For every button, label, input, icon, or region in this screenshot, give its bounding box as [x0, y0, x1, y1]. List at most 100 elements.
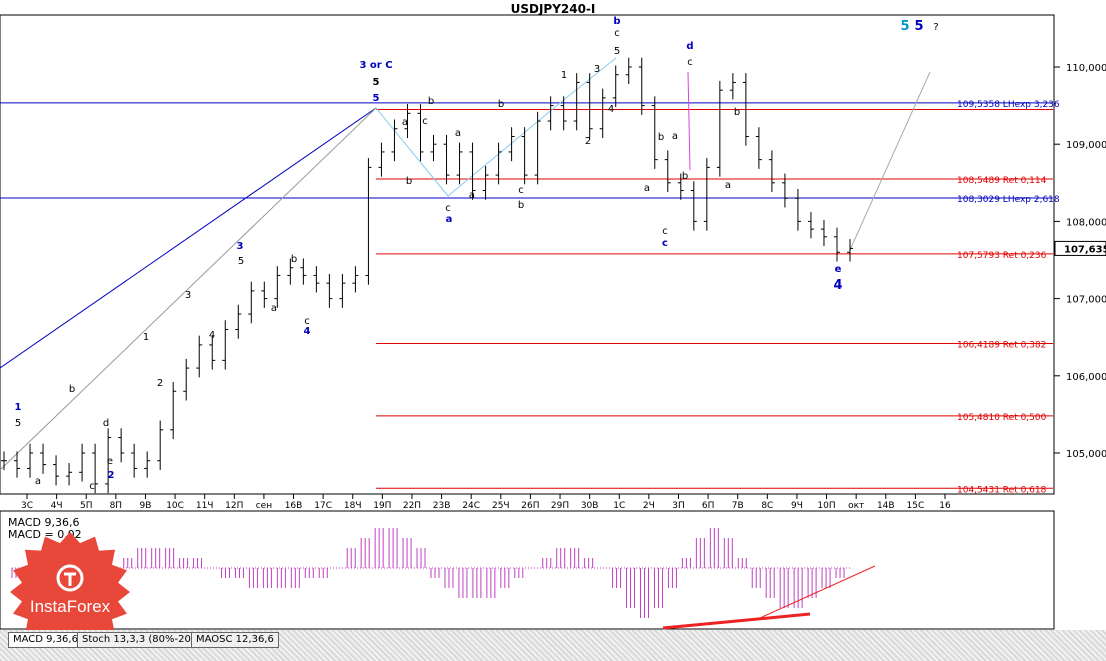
x-tick-label: 15С [907, 501, 925, 511]
x-tick-label: 29П [551, 501, 569, 511]
wave-label: b [498, 99, 504, 110]
y-tick-label: 110,000 [1066, 63, 1106, 74]
wave-label: a [672, 131, 678, 142]
tab-stoch[interactable]: Stoch 13,3,3 (80%-20%) [77, 632, 210, 648]
wave-label: b [682, 171, 688, 182]
wave-label: c [89, 481, 95, 492]
x-tick-label: 10С [166, 501, 184, 511]
wave-label: c [687, 57, 693, 68]
current-price-label: 107,635 [1064, 244, 1106, 255]
wave-label: 2 [108, 470, 115, 481]
x-tick-label: 2Ч [643, 501, 655, 511]
wave-label: 5 [373, 77, 380, 88]
x-tick-label: 6П [702, 501, 715, 511]
wave-label: b [518, 200, 524, 211]
x-tick-label: 11Ч [196, 501, 214, 511]
wave-label: 2 [157, 378, 163, 389]
wave-label: d [686, 41, 693, 52]
x-tick-label: 23В [433, 501, 451, 511]
x-tick-label: 18Ч [344, 501, 362, 511]
instaforex-logo: InstaForex [10, 531, 130, 653]
x-tick-label: 9Ч [791, 501, 803, 511]
wave-label: b [428, 96, 434, 107]
wave-label: d [103, 418, 109, 429]
wave-label: a [35, 476, 41, 487]
main-chart: 109,5358 LHexp 3,236 108,5489 Ret 0,114 10… [0, 14, 1106, 630]
x-tick-label: 19П [373, 501, 391, 511]
wave-label: ? [933, 22, 938, 33]
wave-label: c [662, 238, 668, 249]
macd-legend-title: MACD 9,36,6 [8, 516, 80, 529]
price-panel [0, 14, 1055, 495]
tab-maosc[interactable]: MAOSC 12,36,6 [191, 632, 279, 648]
x-tick-label: сен [256, 501, 272, 511]
wave-label: e [107, 456, 113, 467]
wave-label: b [658, 132, 664, 143]
trend-line [0, 107, 377, 471]
y-tick-label: 109,000 [1066, 140, 1106, 151]
wave-label: b [613, 16, 620, 27]
wave-label: 3 or C [359, 60, 392, 71]
trend-line [0, 107, 377, 369]
wave-label: 2 [585, 136, 591, 147]
y-tick-label: 107,000 [1066, 295, 1106, 306]
x-tick-label: 4Ч [51, 501, 63, 511]
wave-label: 5 [238, 256, 244, 267]
wave-label: 1 [561, 70, 567, 81]
x-tick-label: 17С [314, 501, 332, 511]
wave-label: b [291, 254, 297, 265]
wave-label: 4 [833, 278, 842, 293]
wave-label: 3 [594, 64, 600, 75]
wave-label: a [446, 214, 453, 225]
x-tick-label: 5П [80, 501, 93, 511]
wave-label: b [406, 176, 412, 187]
wave-label: a [402, 117, 408, 128]
y-tick-label: 105,000 [1066, 449, 1106, 460]
level-label: 108,5489 Ret 0,114 [957, 176, 1047, 186]
x-tick-label: 14В [877, 501, 895, 511]
x-tick-label: 1С [613, 501, 625, 511]
logo-text: InstaForex [30, 597, 111, 616]
wave-label: c [445, 203, 451, 214]
x-tick-label: 12П [225, 501, 243, 511]
level-label: 107,5793 Ret 0,236 [957, 251, 1047, 261]
wave-label: 3 [185, 290, 191, 301]
x-tick-label: 3П [672, 501, 685, 511]
x-tick-label: 30В [581, 501, 599, 511]
indicator-tabbar: MACD 9,36,6 Stoch 13,3,3 (80%-20%) MAOSC… [0, 630, 1106, 661]
level-label: 104,5431 Ret 0,618 [957, 485, 1047, 495]
wave-label: c [518, 185, 524, 196]
wave-label: e [835, 264, 842, 275]
level-label: 106,4189 Ret 0,382 [957, 340, 1046, 350]
tab-macd[interactable]: MACD 9,36,6 [8, 632, 83, 648]
wave-label: c [662, 226, 668, 237]
level-label: 105,4810 Ret 0,500 [957, 413, 1047, 423]
x-tick-label: 16 [939, 501, 951, 511]
wave-label: 5 [373, 93, 380, 104]
x-tick-label: 10П [817, 501, 835, 511]
wave-label: a [644, 183, 650, 194]
wave-label: 4 [209, 330, 215, 341]
wave-label: a [271, 303, 277, 314]
y-tick-label: 106,000 [1066, 372, 1106, 383]
level-label: 108,3029 LHexp 2,618 [957, 195, 1060, 205]
x-tick-label: 26П [521, 501, 539, 511]
divergence-line [759, 565, 876, 619]
wave-label: 1 [143, 332, 149, 343]
x-tick-label: 8С [761, 501, 773, 511]
wave-label: 5 [614, 46, 620, 57]
x-tick-label: 22П [403, 501, 421, 511]
projection-line [849, 71, 931, 251]
divergence-line [662, 612, 811, 630]
current-price-box [1054, 240, 1106, 256]
x-tick-label: окт [848, 501, 864, 511]
x-tick-label: 24С [462, 501, 480, 511]
x-tick-label: 7В [732, 501, 744, 511]
wave-label: a [455, 128, 461, 139]
wave-label: 1 [15, 402, 22, 413]
x-tick-label: 25Ч [492, 501, 510, 511]
macd-panel [0, 510, 1055, 630]
wave-label: c [304, 316, 310, 327]
wave-label: 4 [608, 104, 614, 115]
